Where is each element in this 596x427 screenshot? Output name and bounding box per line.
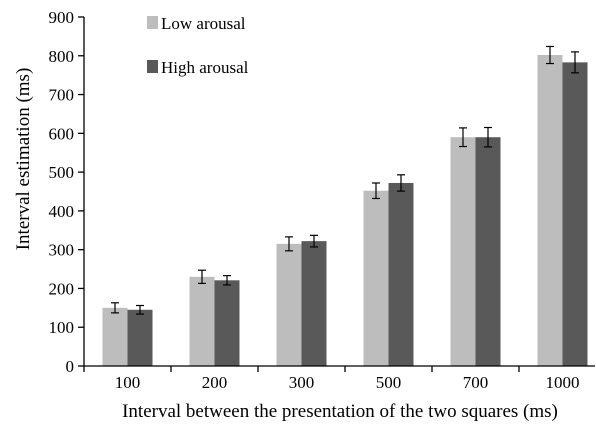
bar-high-arousal — [214, 280, 240, 366]
y-axis-title: Interval estimation (ms) — [13, 68, 34, 251]
legend-label: Low arousal — [161, 14, 246, 33]
y-tick-label: 700 — [49, 86, 75, 105]
x-tick-label: 1000 — [546, 373, 580, 392]
bar-high-arousal — [301, 241, 327, 366]
bar-high-arousal — [127, 309, 153, 366]
y-tick-label: 400 — [49, 202, 75, 221]
bar-high-arousal — [475, 137, 501, 366]
legend-swatch — [147, 16, 158, 29]
x-tick-label: 700 — [463, 373, 489, 392]
bar-low-arousal — [450, 137, 476, 366]
y-tick-label: 800 — [49, 47, 75, 66]
x-tick-label: 200 — [202, 373, 228, 392]
y-tick-label: 600 — [49, 124, 75, 143]
y-axis: 0 100 200 300 400 500 600 700 800 900 — [49, 8, 85, 376]
legend: Low arousal High arousal — [147, 14, 249, 77]
bar-low-arousal — [537, 55, 563, 366]
x-axis-title: Interval between the presentation of the… — [122, 401, 558, 422]
y-tick-label: 100 — [49, 318, 75, 337]
bars — [102, 55, 588, 367]
y-tick-label: 900 — [49, 8, 75, 27]
bar-low-arousal — [276, 243, 302, 366]
x-tick-label: 500 — [376, 373, 402, 392]
y-tick-label: 300 — [49, 241, 75, 260]
y-tick-label: 500 — [49, 163, 75, 182]
bar-low-arousal — [102, 307, 128, 366]
x-tick-label: 100 — [115, 373, 141, 392]
y-tick-label: 0 — [66, 357, 75, 376]
legend-label: High arousal — [161, 58, 249, 77]
legend-swatch — [147, 60, 158, 73]
bar-high-arousal — [388, 182, 414, 366]
bar-low-arousal — [363, 190, 389, 366]
y-tick-label: 200 — [49, 279, 75, 298]
x-axis: 100 200 300 500 700 1000 — [83, 365, 595, 392]
error-bars — [111, 45, 579, 315]
bar-high-arousal — [562, 62, 588, 367]
bar-low-arousal — [189, 276, 215, 366]
x-tick-label: 300 — [289, 373, 315, 392]
